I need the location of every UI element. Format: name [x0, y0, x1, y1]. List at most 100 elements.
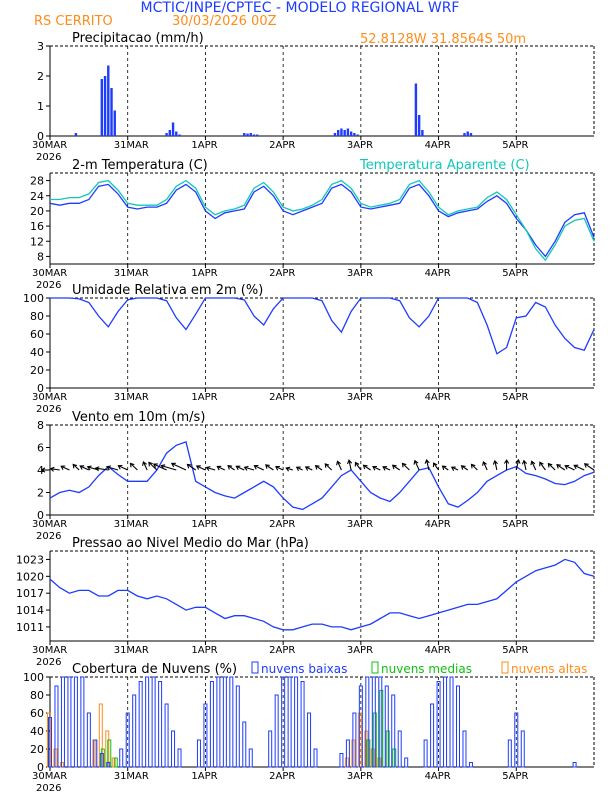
wind-arrow-head — [40, 467, 46, 473]
panel-precip: 0 1 2 3 30MAR 31MAR 1APR 2APR 3APR 4APR 5APR 2026 Pr… — [32, 31, 595, 163]
precip-bar — [74, 133, 78, 136]
wind-arrow-head — [60, 465, 66, 470]
wind-arrow — [153, 463, 167, 471]
wind-arrow-head — [482, 460, 487, 466]
wind-arrow — [79, 465, 90, 471]
cloud-bar-1 — [345, 739, 350, 768]
y-tick-label: 60 — [30, 707, 44, 720]
y-tick-label: 0 — [37, 761, 44, 774]
wind-arrow — [531, 461, 537, 471]
wind-arrow-head — [503, 459, 510, 464]
x-tick-label: 2APR — [269, 268, 295, 279]
x-tick-label: 30MAR — [32, 268, 67, 279]
precip-bar — [100, 79, 104, 136]
wind-arrow — [244, 466, 255, 471]
x-year-label: 2026 — [36, 152, 61, 163]
wind-arrow-head — [324, 463, 330, 468]
x-tick-label: 3APR — [347, 771, 373, 782]
cloud-bar-1 — [54, 685, 59, 768]
x-year-label: 2026 — [36, 657, 61, 668]
wind-arrow — [142, 461, 148, 471]
wind-arrow-head — [460, 465, 466, 470]
precip-bar — [178, 134, 181, 136]
precip-bar — [421, 130, 424, 136]
wind-arrow-head — [243, 465, 249, 471]
cloud-bar-1 — [430, 703, 435, 768]
wind-arrow-head — [186, 463, 192, 469]
x-tick-label: 1APR — [191, 392, 217, 403]
cloud-bar-1 — [294, 676, 299, 768]
y-tick-label: 3 — [37, 40, 44, 53]
x-tick-label: 31MAR — [114, 268, 149, 279]
x-tick-label: 31MAR — [114, 645, 149, 656]
y-tick-label: 1 — [37, 100, 44, 113]
panel-pressure: 1011 1014 1017 1020 1023 30MAR 31MAR 1APR 2APR 3A… — [16, 536, 595, 668]
cloud-bar-1 — [73, 676, 78, 768]
cloud-bar-1 — [48, 717, 52, 768]
wind-arrow — [433, 462, 440, 471]
series-line-1 — [50, 297, 595, 355]
cloud-bar-1 — [378, 676, 383, 768]
legend-swatch — [251, 661, 259, 674]
wind-arrow — [414, 460, 420, 471]
wind-arrow — [392, 464, 401, 471]
wind-arrow-head — [295, 466, 301, 472]
x-tick-label: 30MAR — [32, 519, 67, 530]
cloud-bar-1 — [138, 681, 143, 768]
wind-arrow-head — [432, 462, 438, 468]
y-tick-label: 1017 — [16, 587, 44, 600]
x-tick-label: 5APR — [502, 140, 528, 151]
cloud-bar-1 — [572, 762, 577, 768]
cloud-bar-1 — [339, 753, 344, 768]
precip-bar — [256, 134, 259, 136]
panel-temperature: 8 12 16 20 24 28 30MAR 31MAR 1APR 2APR 3APR 4APR 5AP… — [30, 158, 595, 291]
run-label: 30/03/2026 00Z — [172, 14, 277, 29]
wind-arrow-head — [515, 458, 521, 464]
y-tick-label: 60 — [30, 328, 44, 341]
wind-arrow-head — [382, 466, 388, 471]
wind-arrow-head — [492, 459, 498, 465]
x-tick-label: 30MAR — [32, 645, 67, 656]
panel-wind: 0 2 4 6 8 30MAR 31MAR 1APR 2APR 3APR 4APR 5APR 2026 V… — [32, 410, 595, 542]
x-year-label: 2026 — [36, 280, 61, 291]
cloud-bar-1 — [514, 712, 519, 768]
wind-arrow — [324, 463, 333, 471]
wind-arrow-head — [253, 464, 259, 470]
x-tick-label: 2APR — [269, 140, 295, 151]
wind-arrow — [275, 466, 284, 471]
precip-bar — [113, 110, 116, 136]
x-tick-label: 1APR — [191, 771, 217, 782]
wind-arrow-head — [142, 460, 147, 466]
wind-arrow — [471, 463, 478, 471]
x-tick-label: 3APR — [347, 268, 373, 279]
y-tick-label: 6 — [37, 442, 44, 455]
legend-entry: Temperatura Aparente (C) — [359, 158, 530, 173]
wind-arrow — [60, 465, 70, 471]
page-title: MCTIC/INPE/CPTEC - MODELO REGIONAL WRF — [141, 0, 460, 16]
precip-bar — [171, 122, 175, 136]
cloud-bar-1 — [145, 676, 150, 768]
wind-arrow — [515, 459, 520, 471]
cloud-bar-1 — [196, 739, 201, 768]
cloud-bar-1 — [216, 676, 221, 768]
series-line-1 — [49, 183, 595, 258]
x-tick-label: 3APR — [347, 645, 373, 656]
cloud-bar-1 — [268, 730, 273, 768]
y-tick-label: 8 — [37, 250, 44, 263]
cloud-bar-1 — [365, 676, 370, 768]
precip-bar — [336, 130, 340, 136]
x-tick-label: 2APR — [269, 645, 295, 656]
panel-humidity: 0 20 40 60 80 100 30MAR 31MAR 1APR 2APR 3APR 4APR 5A… — [23, 283, 595, 415]
wind-arrow — [494, 460, 498, 471]
wind-arrow — [187, 463, 197, 471]
cloud-bar-1 — [352, 712, 357, 768]
cloud-bar-1 — [436, 681, 441, 768]
wind-arrow-head — [547, 462, 553, 468]
wind-arrow-head — [94, 466, 100, 472]
wind-arrow-head — [304, 466, 310, 471]
series-line-1 — [49, 558, 595, 631]
precip-bar — [466, 131, 469, 136]
cloud-bar-1 — [404, 757, 409, 768]
